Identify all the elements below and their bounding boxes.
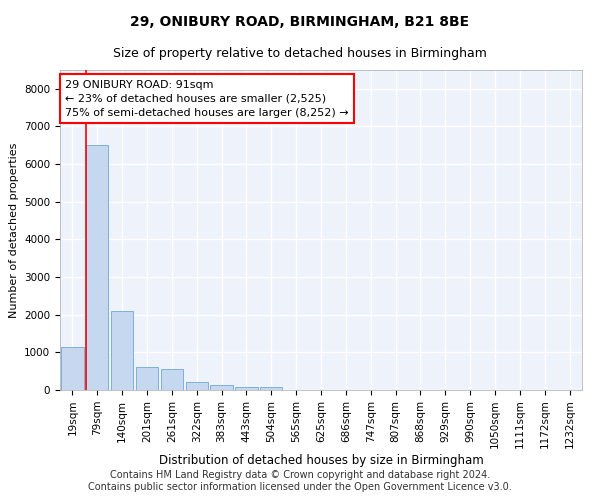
Bar bbox=[185, 382, 208, 390]
Bar bbox=[211, 386, 233, 390]
Text: Contains public sector information licensed under the Open Government Licence v3: Contains public sector information licen… bbox=[88, 482, 512, 492]
Y-axis label: Number of detached properties: Number of detached properties bbox=[8, 142, 19, 318]
Text: 29 ONIBURY ROAD: 91sqm
← 23% of detached houses are smaller (2,525)
75% of semi-: 29 ONIBURY ROAD: 91sqm ← 23% of detached… bbox=[65, 80, 349, 118]
Bar bbox=[136, 368, 158, 390]
Bar bbox=[161, 370, 183, 390]
Bar bbox=[61, 346, 83, 390]
Bar bbox=[111, 311, 133, 390]
Bar bbox=[235, 388, 257, 390]
Text: Contains HM Land Registry data © Crown copyright and database right 2024.: Contains HM Land Registry data © Crown c… bbox=[110, 470, 490, 480]
Text: Size of property relative to detached houses in Birmingham: Size of property relative to detached ho… bbox=[113, 48, 487, 60]
Bar bbox=[86, 146, 109, 390]
Bar bbox=[260, 388, 283, 390]
Text: 29, ONIBURY ROAD, BIRMINGHAM, B21 8BE: 29, ONIBURY ROAD, BIRMINGHAM, B21 8BE bbox=[130, 15, 470, 29]
X-axis label: Distribution of detached houses by size in Birmingham: Distribution of detached houses by size … bbox=[158, 454, 484, 467]
